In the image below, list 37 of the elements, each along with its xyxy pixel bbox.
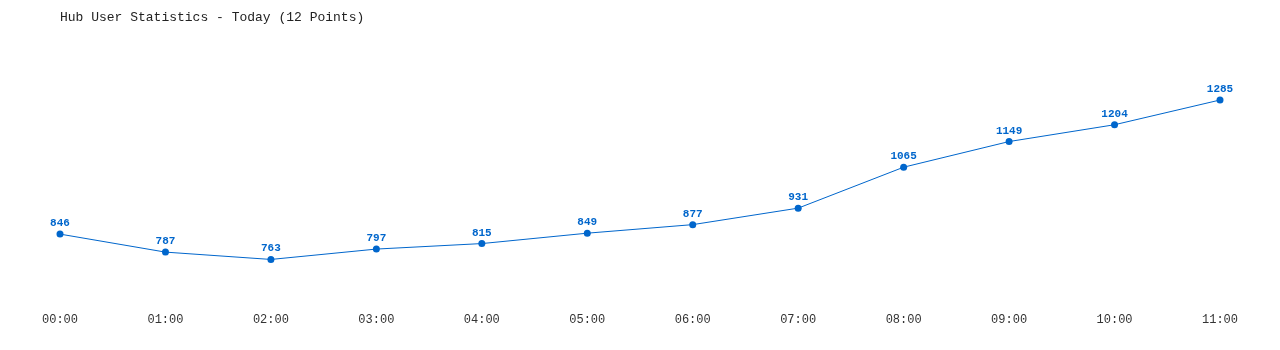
point	[583, 229, 591, 237]
x-tick-label: 07:00	[780, 312, 817, 327]
point	[794, 204, 802, 212]
data-label: 815	[471, 226, 493, 239]
data-label: 1204	[1101, 107, 1129, 120]
data-label: 931	[788, 191, 809, 204]
point	[267, 255, 275, 263]
x-tick-label: 02:00	[252, 312, 289, 327]
x-tick-label: 00:00	[41, 312, 79, 327]
data-label: 849	[577, 216, 598, 229]
data-label: 1065	[890, 150, 918, 163]
x-tick-label: 06:00	[674, 312, 711, 327]
data-label: 1149	[995, 124, 1023, 137]
point	[1111, 121, 1119, 129]
data-label: 797	[366, 232, 387, 245]
data-label: 877	[682, 207, 703, 220]
x-tick-label: 08:00	[885, 312, 922, 327]
point	[1005, 138, 1013, 146]
point	[56, 230, 64, 238]
data-label: 787	[155, 235, 176, 248]
x-tick-label: 03:00	[358, 312, 395, 327]
point	[1216, 96, 1224, 104]
chart-title: Hub User Statistics - Today (12 Points)	[59, 9, 366, 27]
data-label: 763	[261, 242, 282, 255]
point	[478, 240, 486, 248]
x-tick-label: 09:00	[991, 312, 1028, 327]
x-tick-label: 05:00	[569, 312, 606, 327]
x-tick-label: 01:00	[147, 312, 184, 327]
x-tick-label: 11:00	[1201, 312, 1239, 327]
point	[689, 221, 697, 229]
data-label: 1285	[1206, 83, 1234, 95]
data-label: 846	[50, 217, 70, 230]
point	[900, 163, 908, 171]
x-tick-label: 10:00	[1096, 312, 1133, 327]
point	[161, 248, 169, 256]
x-tick-label: 04:00	[463, 312, 500, 327]
point	[372, 245, 380, 253]
